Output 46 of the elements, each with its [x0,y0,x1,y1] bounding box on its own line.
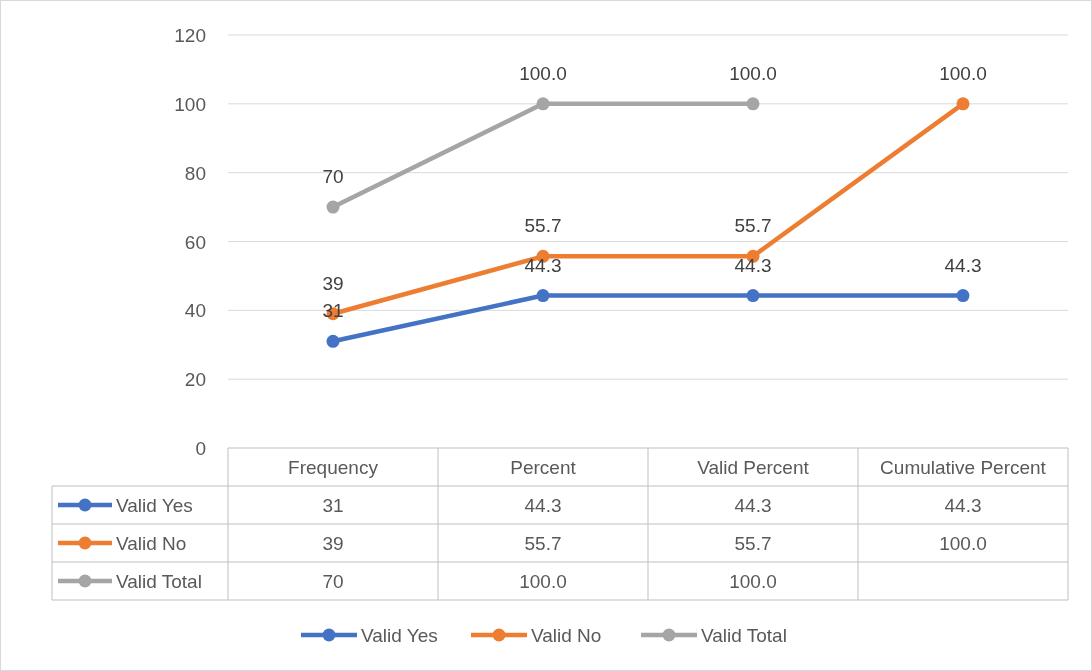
data-label: 55.7 [734,533,772,554]
legend-label: Valid Yes [116,495,193,516]
text: 44.3 [944,254,982,276]
y-tick-label: 20 [184,369,206,391]
data-label: 44.3 [524,495,562,516]
data-label: 44.3 [944,495,982,516]
point [956,289,970,303]
data-label: 100.0 [519,571,567,592]
legend-label: Valid No [116,533,187,554]
point [326,200,340,214]
point [956,97,970,111]
text: 100.0 [519,62,567,84]
y-tick-label: 80 [184,162,206,184]
x-tick-label: Cumulative Percent [880,457,1047,478]
y-tick-label: 0 [195,438,206,459]
y-tick-label: 120 [174,25,206,46]
text: 100.0 [939,62,987,84]
y-tick-label: 40 [184,300,206,322]
text: 39 [322,272,344,294]
text: Valid Total [701,625,787,646]
x-tick-label: Percent [510,457,577,478]
data-label: 39 [322,533,344,554]
text: 44.3 [524,254,562,276]
legend-label: Valid Total [116,571,202,592]
text: 55.7 [524,215,562,237]
x-tick-label: Frequency [288,457,379,478]
text: 55.7 [734,215,772,237]
data-label: 31 [322,495,344,516]
text: 100.0 [729,62,777,84]
point [536,97,550,111]
y-tick-label: 60 [184,231,206,253]
data-label: 100.0 [729,571,777,592]
text: Valid No [531,625,602,646]
data-label: 100.0 [939,533,987,554]
x-tick-label: Valid Percent [697,457,810,478]
text: 70 [322,166,344,188]
point [746,289,760,303]
point [536,289,550,303]
text: 44.3 [734,254,772,276]
data-label: 44.3 [734,495,772,516]
text: Valid Yes [361,625,438,646]
data-label: 70 [322,571,344,592]
data-label: 55.7 [524,533,562,554]
point [746,97,760,111]
point [326,334,340,348]
y-tick-label: 100 [174,93,206,115]
